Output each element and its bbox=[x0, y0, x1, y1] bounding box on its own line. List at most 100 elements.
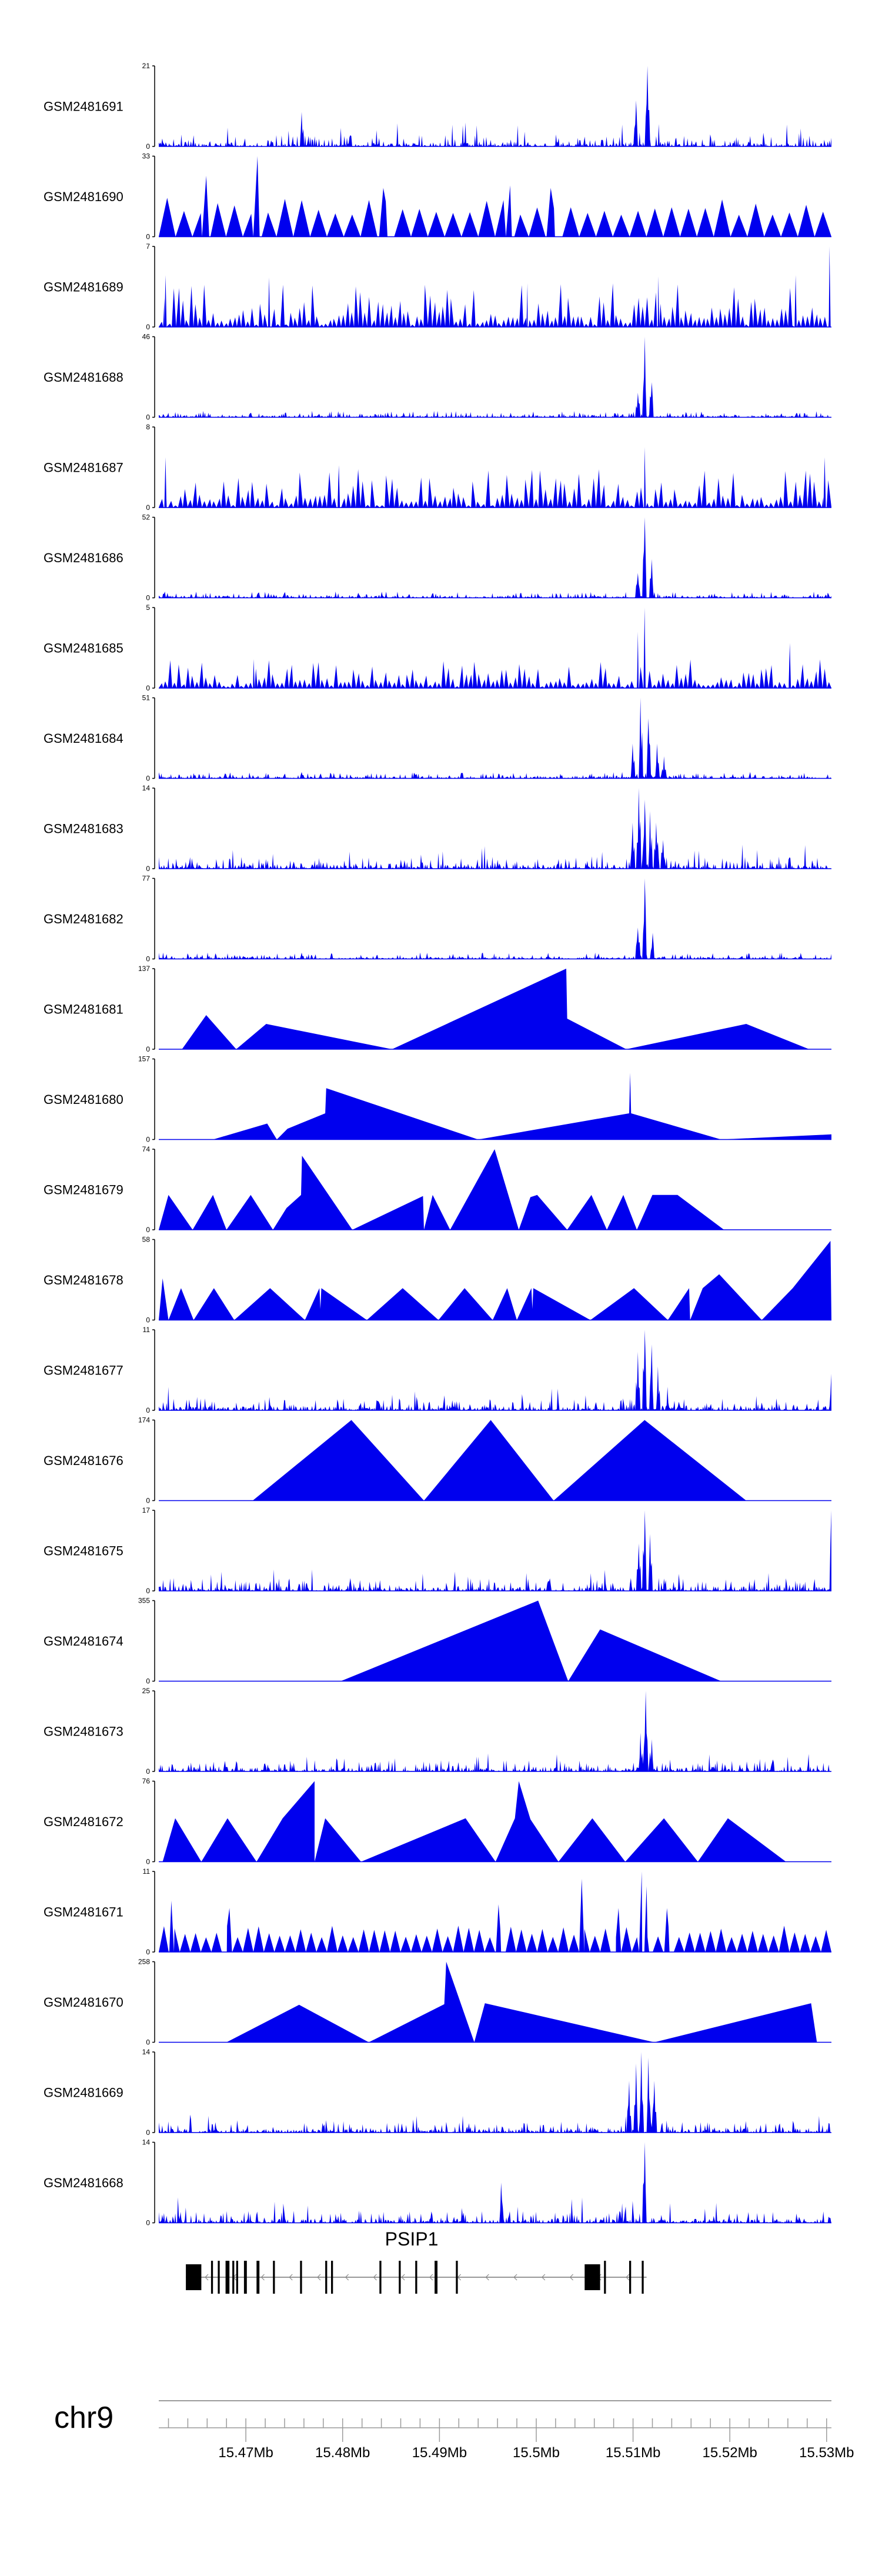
y-axis-max: 11 bbox=[143, 1326, 151, 1334]
signal-area bbox=[159, 66, 831, 146]
gene-model bbox=[186, 2261, 647, 2294]
signal-area bbox=[213, 1073, 832, 1140]
track-GSM2481669: GSM2481669 14 0 bbox=[44, 2048, 831, 2137]
signal-area bbox=[159, 447, 831, 508]
track-GSM2481689: GSM2481689 7 0 bbox=[44, 242, 831, 331]
signal-area bbox=[159, 878, 831, 959]
y-axis-min: 0 bbox=[146, 594, 150, 602]
gene-exon bbox=[604, 2261, 606, 2294]
genome-axis: 15.47Mb 15.48Mb 15.49Mb 15.5Mb 15.51Mb 15.52M… bbox=[159, 2418, 854, 2461]
y-axis-min: 0 bbox=[146, 503, 150, 512]
track-label: GSM2481685 bbox=[44, 641, 123, 656]
gene-annotation-track: PSIP1 bbox=[186, 2228, 647, 2294]
gene-exon bbox=[456, 2261, 458, 2294]
gene-exon bbox=[225, 2261, 230, 2294]
y-axis-max: 14 bbox=[142, 2048, 151, 2056]
signal-area bbox=[159, 1510, 831, 1591]
track-GSM2481677: GSM2481677 11 0 bbox=[44, 1326, 831, 1414]
signal-area bbox=[159, 698, 831, 779]
track-label: GSM2481681 bbox=[44, 1002, 123, 1017]
y-axis-min: 0 bbox=[146, 1497, 150, 1505]
y-axis-min: 0 bbox=[146, 2038, 150, 2047]
y-axis-min: 0 bbox=[146, 865, 150, 873]
track-GSM2481685: GSM2481685 5 0 bbox=[44, 603, 831, 692]
track-GSM2481690: GSM2481690 33 0 bbox=[44, 152, 831, 241]
gene-exon bbox=[399, 2261, 401, 2294]
y-axis-max: 8 bbox=[146, 423, 150, 431]
track-GSM2481676: GSM2481676 174 0 bbox=[44, 1416, 831, 1505]
track-label: GSM2481678 bbox=[44, 1273, 123, 1287]
y-axis-max: 77 bbox=[142, 875, 151, 883]
strand-arrow bbox=[260, 2274, 265, 2281]
y-axis-max: 174 bbox=[138, 1416, 150, 1424]
gene-label: PSIP1 bbox=[385, 2228, 439, 2250]
y-axis-max: 25 bbox=[142, 1687, 151, 1695]
y-axis-min: 0 bbox=[146, 413, 150, 422]
strand-arrow bbox=[289, 2274, 293, 2281]
track-GSM2481688: GSM2481688 46 0 bbox=[44, 333, 831, 422]
y-axis-min: 0 bbox=[146, 1587, 150, 1595]
signal-area bbox=[159, 788, 831, 869]
strand-arrow bbox=[457, 2274, 462, 2281]
signal-area bbox=[159, 608, 831, 688]
gene-exon bbox=[642, 2261, 644, 2294]
genome-axis-track: chr9 15.47Mb 15.48Mb 15.49Mb 15.5Mb 15.51Mb 1… bbox=[54, 2400, 854, 2461]
track-GSM2481684: GSM2481684 51 0 bbox=[44, 694, 831, 783]
signal-area bbox=[159, 1691, 831, 1771]
track-label: GSM2481671 bbox=[44, 1905, 123, 1920]
track-label: GSM2481691 bbox=[44, 99, 123, 114]
signal-area bbox=[159, 1330, 831, 1410]
track-GSM2481672: GSM2481672 76 0 bbox=[44, 1777, 831, 1866]
track-GSM2481683: GSM2481683 14 0 bbox=[44, 784, 831, 873]
y-axis-min: 0 bbox=[146, 1677, 150, 1686]
signal-area bbox=[159, 2142, 831, 2223]
y-axis-max: 11 bbox=[143, 1867, 151, 1876]
y-axis-min: 0 bbox=[146, 684, 150, 692]
gene-exon bbox=[325, 2261, 328, 2294]
axis-tick-label: 15.53Mb bbox=[799, 2445, 854, 2461]
gene-exon bbox=[300, 2261, 302, 2294]
y-axis-min: 0 bbox=[146, 1316, 150, 1324]
track-GSM2481680: GSM2481680 157 0 bbox=[44, 1055, 832, 1144]
y-axis-max: 17 bbox=[142, 1506, 151, 1514]
track-label: GSM2481668 bbox=[44, 2175, 123, 2190]
signal-area bbox=[159, 336, 831, 418]
gene-exon bbox=[256, 2261, 260, 2294]
gene-exon bbox=[236, 2261, 238, 2294]
track-GSM2481679: GSM2481679 74 0 bbox=[44, 1145, 831, 1234]
signal-area bbox=[252, 1420, 747, 1501]
y-axis-max: 5 bbox=[146, 603, 150, 612]
gene-exon bbox=[584, 2264, 600, 2290]
y-axis-min: 0 bbox=[146, 2128, 150, 2137]
track-label: GSM2481687 bbox=[44, 461, 123, 475]
gene-exon bbox=[331, 2261, 333, 2294]
gene-exon bbox=[232, 2261, 235, 2294]
track-label: GSM2481672 bbox=[44, 1814, 123, 1829]
gene-exon bbox=[273, 2261, 275, 2294]
track-label: GSM2481676 bbox=[44, 1453, 123, 1468]
gene-exon bbox=[243, 2261, 247, 2294]
y-axis-max: 258 bbox=[138, 1958, 150, 1966]
y-axis-max: 74 bbox=[142, 1145, 151, 1153]
axis-tick-label: 15.49Mb bbox=[412, 2445, 467, 2461]
y-axis-max: 14 bbox=[142, 784, 151, 792]
signal-area bbox=[226, 1961, 817, 2043]
y-axis-min: 0 bbox=[146, 1045, 150, 1053]
y-axis-max: 52 bbox=[142, 513, 151, 522]
signal-area bbox=[159, 246, 831, 327]
y-axis-max: 355 bbox=[138, 1597, 150, 1605]
gene-exon bbox=[629, 2261, 632, 2294]
track-GSM2481674: GSM2481674 355 0 bbox=[44, 1597, 831, 1686]
track-label: GSM2481670 bbox=[44, 1995, 123, 2010]
track-label: GSM2481669 bbox=[44, 2086, 123, 2100]
axis-tick-label: 15.47Mb bbox=[218, 2445, 273, 2461]
track-GSM2481686: GSM2481686 52 0 bbox=[44, 513, 831, 602]
track-GSM2481687: GSM2481687 8 0 bbox=[44, 423, 831, 512]
strand-arrow bbox=[626, 2274, 630, 2281]
track-label: GSM2481690 bbox=[44, 189, 123, 204]
track-label: GSM2481675 bbox=[44, 1544, 123, 1559]
track-label: GSM2481677 bbox=[44, 1363, 123, 1378]
track-label: GSM2481680 bbox=[44, 1092, 123, 1107]
strand-arrow bbox=[317, 2274, 321, 2281]
track-label: GSM2481689 bbox=[44, 280, 123, 295]
